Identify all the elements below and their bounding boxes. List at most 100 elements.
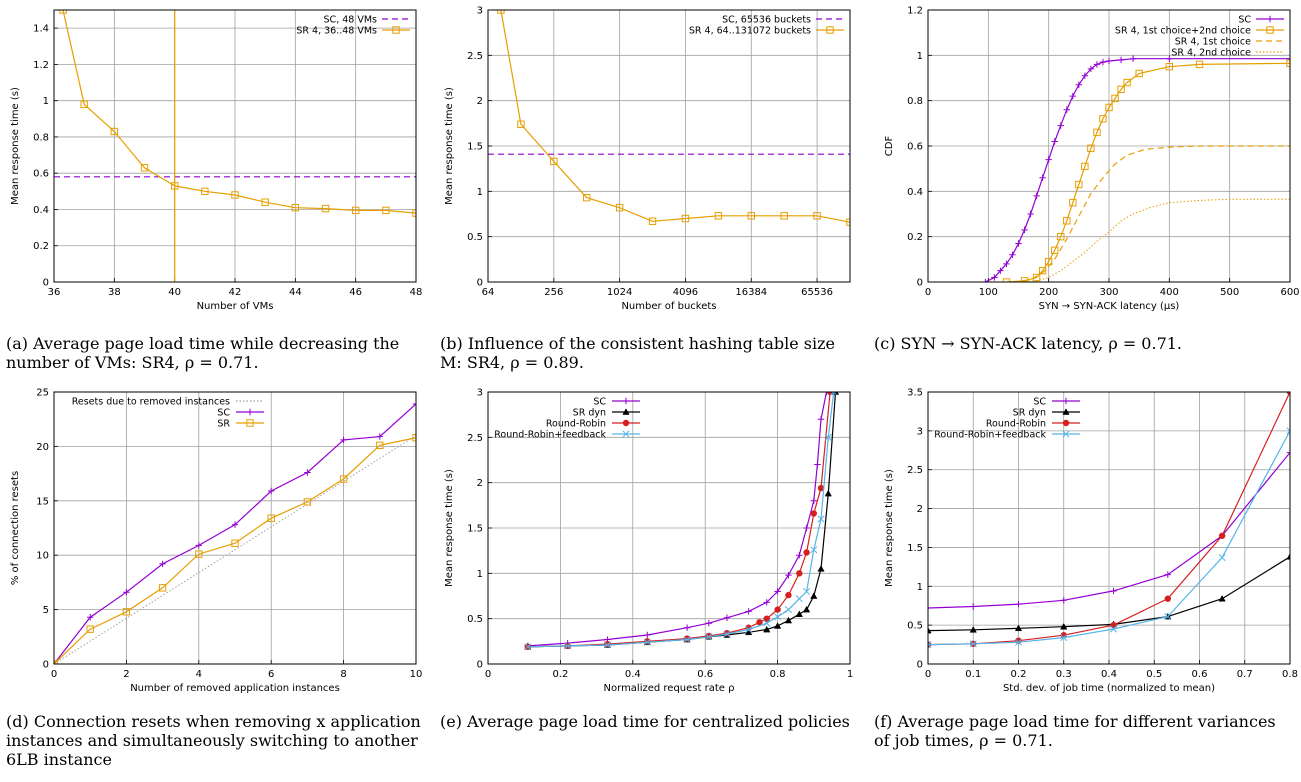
data-point <box>723 614 731 621</box>
series-line-sr-4-36-48-vms <box>62 10 416 214</box>
x-tick-label: 0.8 <box>770 669 786 680</box>
data-point <box>796 570 803 577</box>
data-point <box>1060 597 1067 604</box>
data-point <box>774 588 781 595</box>
data-point <box>784 606 793 614</box>
data-point <box>604 640 611 648</box>
data-point <box>351 206 360 215</box>
caption-f: (f) Average page load time for different… <box>874 712 1276 750</box>
data-point <box>817 416 825 423</box>
y-tick-label: 2 <box>477 96 483 107</box>
x-tick-label: 400 <box>1160 287 1179 298</box>
y-tick-label: 2.5 <box>467 433 483 444</box>
data-point <box>87 614 94 621</box>
chart-d: 0 2 4 6 8 10 0 5 10 15 20 25 Number of removed appli… <box>10 388 422 695</box>
y-tick-label: 0.2 <box>907 232 923 243</box>
series-line-round-robin-feedback <box>928 430 1290 646</box>
data-point <box>231 191 239 199</box>
x-tick-label: 0 <box>925 669 931 680</box>
data-point <box>763 619 771 627</box>
data-point <box>681 214 690 223</box>
x-tick-label: 0.4 <box>625 669 641 680</box>
data-point <box>1286 55 1290 62</box>
y-tick-label: 0.8 <box>33 132 49 143</box>
series-line-sc <box>54 403 416 664</box>
y-tick-label: 0.6 <box>907 142 923 153</box>
chart-c: 0 100 200 300 400 500 600 0 0.2 0.4 0.6 0.8 1 1.2 SYN … <box>884 6 1300 313</box>
data-point <box>564 642 572 650</box>
data-point <box>550 157 558 166</box>
legend-label: Round-Robin+feedback <box>934 430 1046 441</box>
data-point <box>110 127 119 136</box>
data-point <box>1014 638 1023 646</box>
data-point <box>615 203 624 212</box>
y-tick-label: 1.5 <box>907 543 923 554</box>
data-point <box>268 487 275 495</box>
x-axis-label: Std. dev. of job time (normalized to mea… <box>1003 683 1215 694</box>
legend-marker <box>1062 430 1070 438</box>
data-point <box>1069 198 1077 207</box>
data-point <box>763 615 770 622</box>
x-tick-label: 0 <box>925 287 931 298</box>
data-point <box>1063 106 1070 113</box>
data-point <box>683 624 691 631</box>
data-point <box>823 392 830 396</box>
series-layer <box>982 55 1290 282</box>
data-point <box>745 625 753 634</box>
data-point <box>376 441 384 450</box>
data-point <box>1117 56 1125 64</box>
data-point <box>291 203 300 212</box>
legend-label: Round-Robin+feedback <box>494 430 606 441</box>
series-line-resets-due-to-removed-instances <box>54 435 416 664</box>
data-point <box>817 565 825 572</box>
data-point <box>928 626 932 634</box>
data-point <box>321 204 330 213</box>
x-tick-label: 0.5 <box>1146 669 1162 680</box>
x-tick-label: 40 <box>168 287 181 298</box>
data-point <box>303 498 312 506</box>
data-point <box>1218 553 1226 562</box>
data-point <box>1164 613 1172 621</box>
legend-marker <box>622 419 630 427</box>
y-tick-label: 1.5 <box>467 142 483 153</box>
y-tick-label: 10 <box>36 551 49 562</box>
x-tick-label: 0 <box>51 669 57 680</box>
x-tick-label: 0.3 <box>1056 669 1072 680</box>
data-point <box>745 628 753 636</box>
y-tick-label: 3.5 <box>907 388 923 399</box>
x-tick-label: 44 <box>289 287 302 298</box>
data-point <box>997 267 1004 274</box>
x-axis-label: Normalized request rate ρ <box>604 683 735 694</box>
y-tick-label: 20 <box>36 442 49 453</box>
data-point <box>195 542 202 549</box>
legend-label: SR 4, 1st choice+2nd choice <box>1115 26 1251 37</box>
y-tick-label: 15 <box>36 496 49 507</box>
y-tick-label: 2.5 <box>467 51 483 62</box>
x-tick-label: 0.2 <box>1011 669 1027 680</box>
legend-marker <box>826 26 834 34</box>
data-point <box>122 608 131 616</box>
data-point <box>1014 624 1023 632</box>
data-point <box>1218 532 1226 539</box>
legend-label: Resets due to removed instances <box>72 397 230 408</box>
data-point <box>1038 266 1047 275</box>
data-point <box>1164 571 1172 578</box>
legend-marker <box>1062 408 1070 415</box>
chart-e: 0 0.2 0.4 0.6 0.8 1 0 0.5 1 1.5 2 2.5 3 Normalized re… <box>444 388 853 695</box>
plot-frame <box>927 9 1291 283</box>
data-point <box>1020 277 1029 282</box>
data-point <box>1105 57 1113 65</box>
series-line-sr-4-64-131072-buckets <box>500 10 850 223</box>
data-point <box>583 193 591 202</box>
data-point <box>803 524 810 532</box>
series-line-sr <box>54 437 416 664</box>
data-point <box>928 604 932 612</box>
y-tick-label: 2.5 <box>907 465 923 476</box>
caption-a: (a) Average page load time while decreas… <box>6 334 400 372</box>
x-tick-label: 256 <box>544 287 563 298</box>
data-point <box>231 521 239 528</box>
y-tick-label: 0.4 <box>33 205 49 216</box>
data-point <box>1099 58 1107 66</box>
y-tick-label: 1 <box>917 51 923 62</box>
